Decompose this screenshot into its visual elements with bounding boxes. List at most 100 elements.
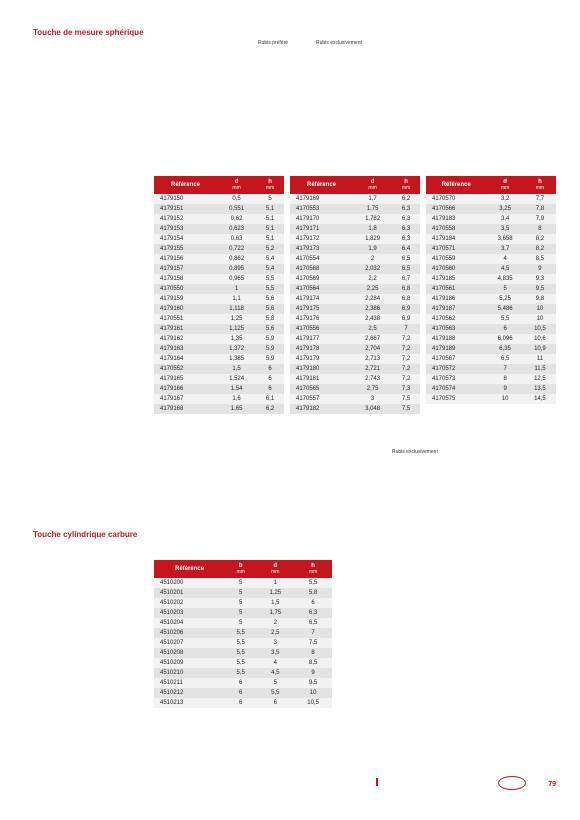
cell-d: 1,9	[353, 244, 392, 254]
cell-d: 5,486	[486, 304, 524, 314]
cell-d: 4	[256, 658, 294, 668]
table-row: 41791601,1185,6	[154, 304, 284, 314]
cell-ref: 4179174	[290, 294, 353, 304]
cell-ref: 4179170	[290, 214, 353, 224]
table-row: 45102095,548,5	[154, 658, 332, 668]
table-row: 4510211659,5	[154, 678, 332, 688]
cell-d: 3	[256, 638, 294, 648]
cell-ref: 4170573	[426, 374, 486, 384]
cell-d: 2,75	[353, 384, 392, 394]
cell-h: 7	[392, 324, 420, 334]
cell-b: 5	[225, 608, 256, 618]
table-row: 41705642,256,8	[290, 284, 420, 294]
cell-h: 7,2	[392, 374, 420, 384]
cell-h: 6,3	[392, 234, 420, 244]
label-row: Rubis préféré Rubis exclusivement	[258, 40, 362, 46]
table-row: 41791782,7047,2	[290, 344, 420, 354]
th-ref: Référence	[154, 176, 217, 194]
cell-ref: 4179156	[154, 254, 217, 264]
cell-h: 11	[524, 354, 556, 364]
th-ref: Référence	[154, 560, 225, 578]
label-rubis-exclusivement: Rubis exclusivement	[316, 40, 362, 46]
cell-d: 1,25	[217, 314, 256, 324]
cell-d: 6,5	[486, 354, 524, 364]
table-row: 41705511,255,8	[154, 314, 284, 324]
cell-h: 9	[294, 668, 332, 678]
cell-ref: 4179189	[426, 344, 486, 354]
cell-d: 1,782	[353, 214, 392, 224]
cell-ref: 4170556	[290, 324, 353, 334]
footer-oval-icon	[498, 776, 526, 790]
cell-ref: 4179162	[154, 334, 217, 344]
cell-h: 6,3	[392, 204, 420, 214]
table-row: 41791570,8955,4	[154, 264, 284, 274]
table-row: 41791510,5515,1	[154, 204, 284, 214]
cell-d: 2,032	[353, 264, 392, 274]
table-row: 41705751014,5	[426, 394, 556, 404]
cell-h: 5,6	[256, 324, 284, 334]
cell-ref: 4179179	[290, 354, 353, 364]
cell-h: 8	[524, 224, 556, 234]
cell-h: 6,1	[256, 394, 284, 404]
cell-b: 5,5	[225, 658, 256, 668]
cell-h: 5,9	[256, 354, 284, 364]
cell-ref: 4179169	[290, 194, 353, 204]
table-row: 41705682,0326,5	[290, 264, 420, 274]
cell-h: 5,6	[256, 304, 284, 314]
th-d: dmm	[353, 176, 392, 194]
cell-d: 2	[353, 254, 392, 264]
table-row: 41705663,257,8	[426, 204, 556, 214]
table-row: 41791711,86,3	[290, 224, 420, 234]
cell-h: 7,2	[392, 344, 420, 354]
table-row: 4510200515,5	[154, 578, 332, 588]
footer-accent-bar	[376, 778, 378, 786]
cell-h: 7,8	[524, 204, 556, 214]
cell-ref: 4179182	[290, 404, 353, 414]
cell-h: 6,5	[392, 264, 420, 274]
small-note: Rubis exclusivement	[392, 450, 438, 456]
table-row: 41705703,27,7	[426, 194, 556, 204]
cell-d: 1,524	[217, 374, 256, 384]
cell-b: 5,5	[225, 668, 256, 678]
cell-d: 4,5	[486, 264, 524, 274]
table-row: 41705692,26,7	[290, 274, 420, 284]
table-row: 41791752,3866,9	[290, 304, 420, 314]
cell-ref: 4170574	[426, 384, 486, 394]
cell-ref: 4179183	[426, 214, 486, 224]
cell-d: 3,048	[353, 404, 392, 414]
th-h: hmm	[294, 560, 332, 578]
cell-ref: 4179175	[290, 304, 353, 314]
cell-h: 7,2	[392, 364, 420, 374]
table-row: 41791721,8296,3	[290, 234, 420, 244]
cell-ref: 4179160	[154, 304, 217, 314]
cell-d: 1	[217, 284, 256, 294]
cell-ref: 4170561	[426, 284, 486, 294]
cell-d: 0,551	[217, 204, 256, 214]
th-d: dmm	[256, 560, 294, 578]
cell-d: 2,5	[353, 324, 392, 334]
cell-d: 3	[353, 394, 392, 404]
cell-d: 1,125	[217, 324, 256, 334]
cell-h: 6	[294, 598, 332, 608]
cell-ref: 4170550	[154, 284, 217, 294]
th-d: dmm	[217, 176, 256, 194]
th-b: bmm	[225, 560, 256, 578]
cell-h: 10,5	[524, 324, 556, 334]
cell-h: 6,5	[294, 618, 332, 628]
cell-h: 6,8	[392, 294, 420, 304]
table-row: 41791792,7137,2	[290, 354, 420, 364]
cell-b: 5,5	[225, 638, 256, 648]
cell-ref: 4170560	[426, 264, 486, 274]
cell-d: 6,35	[486, 344, 524, 354]
cell-h: 5,1	[256, 204, 284, 214]
table-row: 4170572711,5	[426, 364, 556, 374]
table-row: 41791802,7217,2	[290, 364, 420, 374]
cell-h: 7,5	[392, 404, 420, 414]
th-d: dmm	[486, 176, 524, 194]
cell-d: 3,658	[486, 234, 524, 244]
table-row: 41705625,510	[426, 314, 556, 324]
cell-ref: 4510208	[154, 648, 225, 658]
cell-h: 7,9	[524, 214, 556, 224]
cell-h: 6,4	[392, 244, 420, 254]
cell-d: 1,65	[217, 404, 256, 414]
